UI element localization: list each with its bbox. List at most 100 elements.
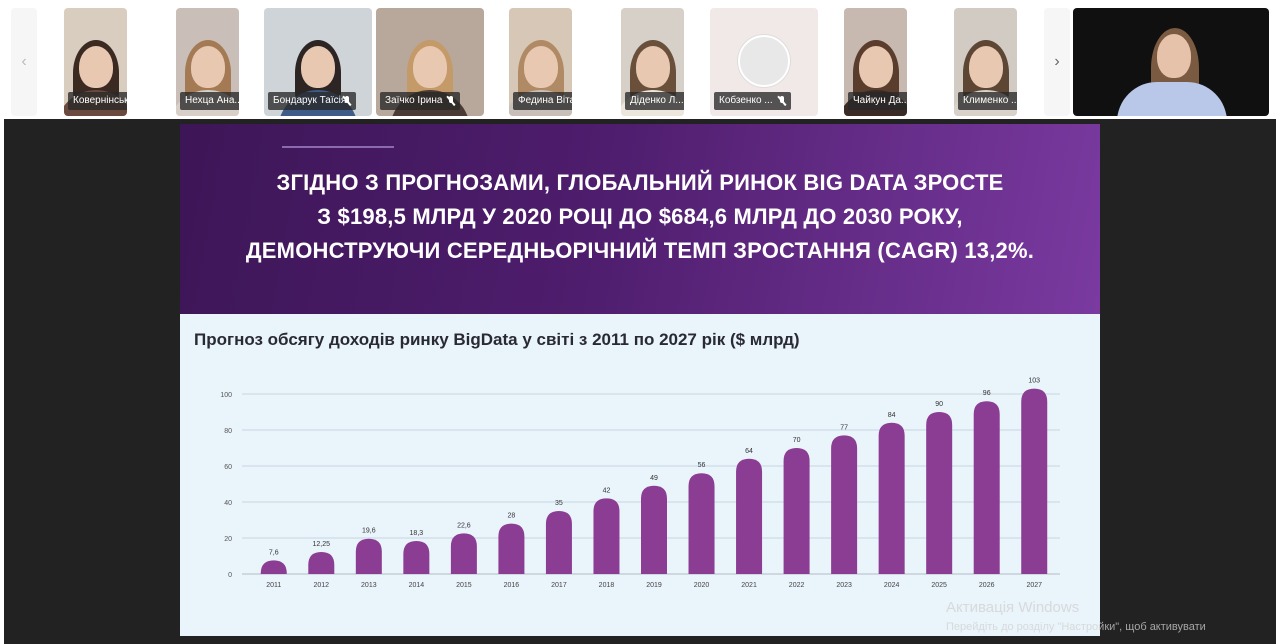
participant-name-text: Кобзенко ... xyxy=(719,95,773,106)
bar-2021 xyxy=(736,458,763,574)
bar-value-label: 90 xyxy=(935,401,943,408)
bar-value-label: 84 xyxy=(888,412,896,419)
participant-tile[interactable]: Нехца Ана... xyxy=(176,8,239,116)
participant-name-text: Діденко Л... xyxy=(630,95,684,106)
x-tick-label: 2022 xyxy=(789,582,805,589)
participant-face xyxy=(413,46,447,88)
participant-face xyxy=(523,46,558,88)
participant-name: Клименко ... xyxy=(958,92,1017,110)
participant-name-text: Чайкун Да... xyxy=(853,95,907,106)
bar-value-label: 103 xyxy=(1028,378,1040,385)
bar-2025 xyxy=(926,412,953,574)
x-tick-label: 2021 xyxy=(741,582,757,589)
headline-line: З $198,5 МЛРД У 2020 РОЦІ ДО $684,6 МЛРД… xyxy=(317,204,963,229)
participant-strip: ‹ Ковернінська ... Нехца Ана... Бондарук Т… xyxy=(0,0,1280,119)
bar-2018 xyxy=(593,498,620,574)
x-tick-label: 2026 xyxy=(979,582,995,589)
x-tick-label: 2015 xyxy=(456,582,472,589)
x-tick-label: 2019 xyxy=(646,582,662,589)
chevron-right-icon: › xyxy=(1054,53,1060,70)
header-rule xyxy=(282,146,394,148)
participant-face xyxy=(635,46,670,88)
bar-2023 xyxy=(831,435,858,574)
chevron-left-icon: ‹ xyxy=(21,53,27,70)
bar-2013 xyxy=(355,538,382,574)
speaker-body xyxy=(1117,82,1227,116)
y-tick-label: 40 xyxy=(224,500,232,507)
bar-value-label: 18,3 xyxy=(410,530,424,537)
y-tick-label: 60 xyxy=(224,464,232,471)
x-tick-label: 2011 xyxy=(266,582,281,589)
y-tick-label: 80 xyxy=(224,428,232,435)
bar-2019 xyxy=(641,485,667,574)
mic-off-icon xyxy=(446,96,456,106)
windows-activation-watermark: Активація Windows Перейдіть до розділу "… xyxy=(946,599,1206,634)
headline-line: ЗГІДНО З ПРОГНОЗАМИ, ГЛОБАЛЬНИЙ РИНОК BI… xyxy=(276,170,1004,195)
participant-face xyxy=(968,46,1003,88)
participant-face xyxy=(190,46,225,88)
bar-2027 xyxy=(1021,388,1048,574)
bar-value-label: 12,25 xyxy=(313,541,331,548)
participant-face xyxy=(78,46,113,88)
participant-name: Бондарук Таїсія xyxy=(268,92,356,110)
participant-face xyxy=(301,46,335,88)
bar-value-label: 19,6 xyxy=(362,528,376,535)
bar-value-label: 96 xyxy=(983,390,991,397)
participant-name-text: Федина Віта xyxy=(518,95,572,106)
headline-line: ДЕМОНСТРУЮЧИ СЕРЕДНЬОРІЧНИЙ ТЕМП ЗРОСТАН… xyxy=(245,238,1035,263)
participant-tile[interactable]: Кобзенко ... xyxy=(710,8,818,116)
participant-tile[interactable]: Діденко Л... xyxy=(621,8,684,116)
bar-2026 xyxy=(973,401,1000,574)
slide-header: ЗГІДНО З ПРОГНОЗАМИ, ГЛОБАЛЬНИЙ РИНОК BI… xyxy=(180,124,1100,314)
participant-tile[interactable]: Заїчко Ірина xyxy=(376,8,484,116)
bar-value-label: 56 xyxy=(698,462,706,469)
bar-value-label: 49 xyxy=(650,475,658,482)
bar-2017 xyxy=(545,511,572,574)
participant-name: Діденко Л... xyxy=(625,92,684,110)
participant-name: Чайкун Да... xyxy=(848,92,907,110)
bar-value-label: 28 xyxy=(508,513,516,520)
participant-tile[interactable]: Чайкун Да... xyxy=(844,8,907,116)
bar-value-label: 42 xyxy=(603,487,611,494)
x-tick-label: 2020 xyxy=(694,582,710,589)
bar-2024 xyxy=(878,422,905,574)
speaker-face xyxy=(1157,34,1191,78)
previous-page-button[interactable]: ‹ xyxy=(11,8,37,116)
x-tick-label: 2017 xyxy=(551,582,567,589)
participant-tile[interactable]: Клименко ... xyxy=(954,8,1017,116)
x-tick-label: 2014 xyxy=(409,582,425,589)
participant-name: Нехца Ана... xyxy=(180,92,239,110)
avatar xyxy=(738,35,790,87)
bar-value-label: 64 xyxy=(745,448,753,455)
bar-value-label: 77 xyxy=(840,424,848,431)
participant-tile[interactable]: Федина Віта xyxy=(509,8,572,116)
participant-name: Заїчко Ірина xyxy=(380,92,461,110)
participant-face xyxy=(858,46,893,88)
y-tick-label: 0 xyxy=(228,572,232,579)
watermark-title: Активація Windows xyxy=(946,599,1080,616)
next-page-button[interactable]: › xyxy=(1044,8,1070,116)
y-tick-label: 100 xyxy=(220,392,232,399)
x-tick-label: 2018 xyxy=(599,582,615,589)
y-tick-label: 20 xyxy=(224,536,232,543)
bar-2015 xyxy=(450,533,477,574)
participant-name: Федина Віта xyxy=(513,92,572,110)
bar-2016 xyxy=(498,523,525,574)
bar-2022 xyxy=(783,448,810,574)
participant-name-text: Заїчко Ірина xyxy=(385,95,443,106)
presentation-slide: ЗГІДНО З ПРОГНОЗАМИ, ГЛОБАЛЬНИЙ РИНОК BI… xyxy=(180,124,1100,636)
bar-2011 xyxy=(260,560,287,574)
chart-title: Прогноз обсягу доходів ринку BigData у с… xyxy=(194,330,800,349)
bar-value-label: 22,6 xyxy=(457,522,471,529)
participant-name-text: Нехца Ана... xyxy=(185,95,239,106)
participant-name-text: Бондарук Таїсія xyxy=(273,95,347,106)
chart-panel: Прогноз обсягу доходів ринку BigData у с… xyxy=(180,314,1100,636)
x-tick-label: 2013 xyxy=(361,582,377,589)
bar-value-label: 7,6 xyxy=(269,549,279,556)
active-speaker-video[interactable] xyxy=(1073,8,1269,116)
participant-tile[interactable]: Ковернінська ... xyxy=(64,8,127,116)
bar-2014 xyxy=(403,541,430,574)
bar-2020 xyxy=(688,473,715,574)
participant-tile[interactable]: Бондарук Таїсія xyxy=(264,8,372,116)
